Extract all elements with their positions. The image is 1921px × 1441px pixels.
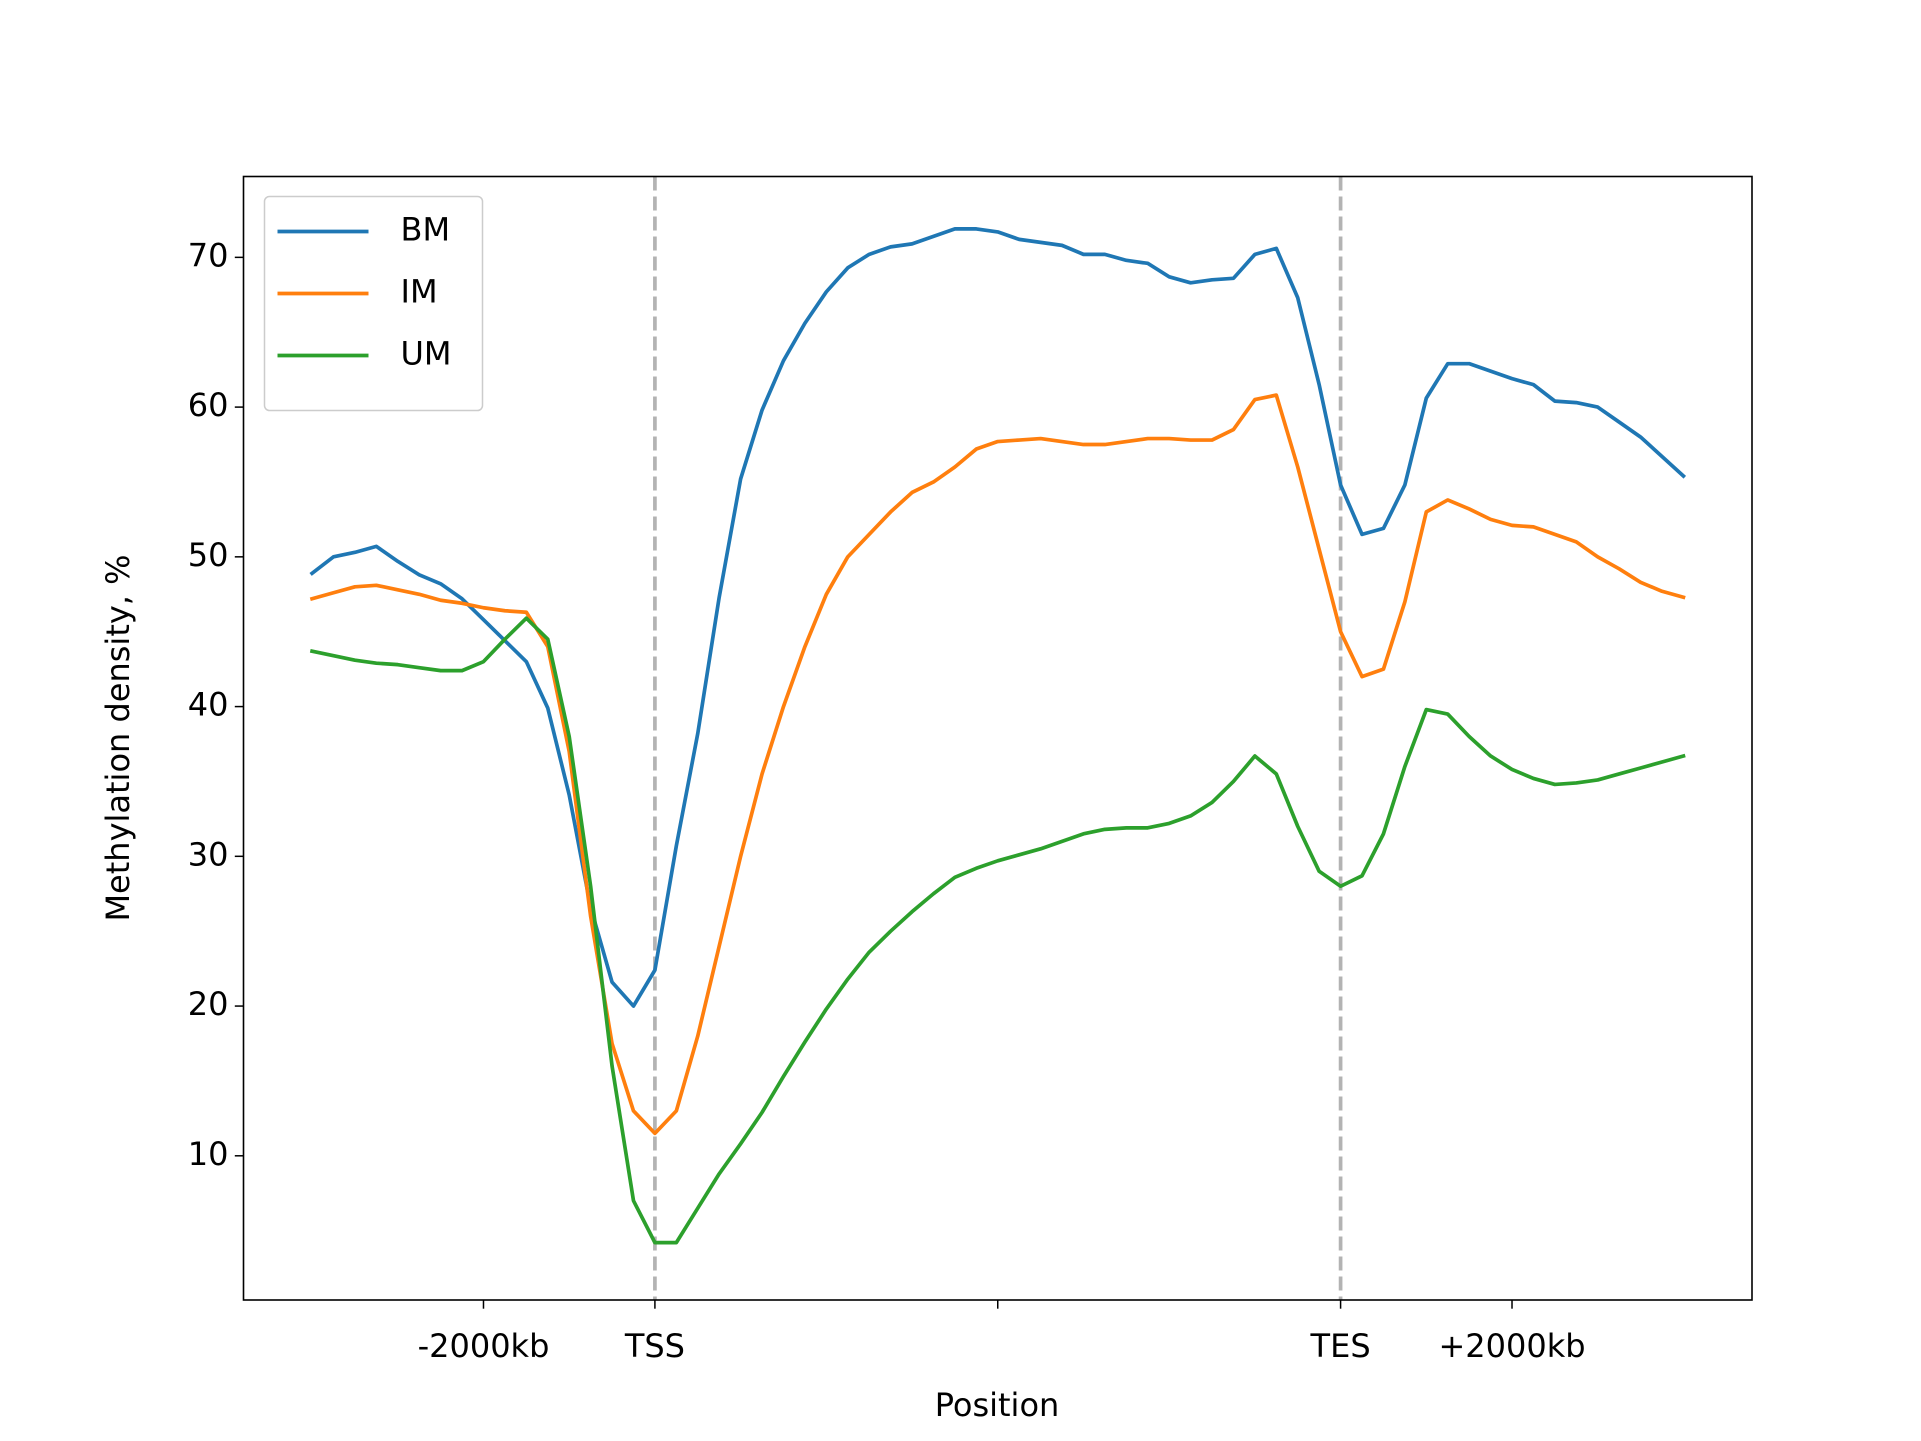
y-tick-label: 70 [188, 236, 229, 274]
y-tick-label: 40 [188, 686, 229, 724]
legend-label: UM [401, 335, 452, 373]
y-tick-label: 60 [188, 386, 229, 424]
y-tick-label: 30 [188, 835, 229, 873]
y-tick-label: 20 [188, 985, 229, 1023]
y-axis-label: Methylation density, % [99, 554, 137, 921]
y-tick-label: 50 [188, 536, 229, 574]
x-axis-label: Position [935, 1386, 1060, 1424]
legend-label: IM [401, 273, 438, 311]
x-tick-label: TSS [624, 1327, 685, 1365]
legend-label: BM [401, 211, 451, 249]
series-line [309, 393, 1686, 1136]
y-tick-label: 10 [188, 1135, 229, 1173]
x-tick-label: TES [1310, 1327, 1371, 1365]
x-tick-label: -2000kb [418, 1327, 550, 1365]
plot-frame [242, 175, 1753, 1301]
series-line [309, 227, 1687, 1008]
x-tick-label: +2000kb [1438, 1327, 1585, 1365]
series-line [309, 616, 1686, 1245]
